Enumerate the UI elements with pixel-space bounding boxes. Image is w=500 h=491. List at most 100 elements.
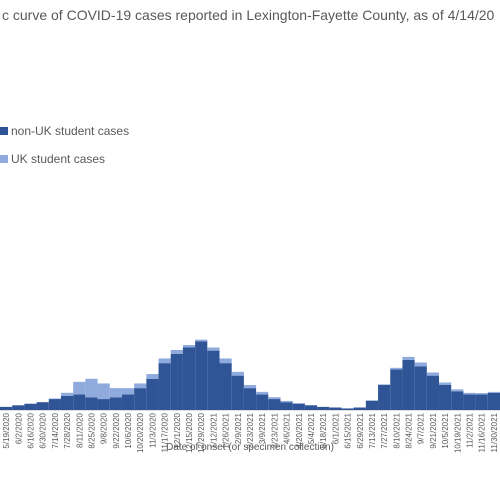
bar-segment bbox=[390, 369, 402, 410]
bar-segment bbox=[0, 407, 12, 410]
bar-segment bbox=[402, 360, 414, 410]
bar-segment bbox=[195, 341, 207, 410]
bar-segment bbox=[171, 354, 183, 410]
bar-segment bbox=[183, 345, 195, 348]
x-tick-label: 2/9/2021 bbox=[234, 412, 243, 444]
bar-segment bbox=[146, 374, 158, 379]
bar-segment bbox=[268, 397, 280, 399]
x-tick-label: 6/30/2020 bbox=[39, 412, 48, 448]
x-tick-label: 11/16/2021 bbox=[478, 412, 487, 452]
x-tick-label: 11/3/2020 bbox=[148, 412, 157, 448]
bar-segment bbox=[12, 405, 24, 410]
bar-segment bbox=[134, 383, 146, 388]
bar-segment bbox=[427, 373, 439, 376]
chart-title: c curve of COVID-19 cases reported in Le… bbox=[2, 7, 495, 23]
bar-segment bbox=[366, 401, 378, 410]
x-tick-label: 7/28/2020 bbox=[63, 412, 72, 448]
x-tick-label: 5/18/2021 bbox=[319, 412, 328, 448]
bar-segment bbox=[85, 379, 97, 398]
x-tick-label: 10/5/2021 bbox=[441, 412, 450, 448]
bar-segment bbox=[341, 408, 353, 410]
x-tick-label: 7/27/2021 bbox=[380, 412, 389, 448]
x-tick-label: 11/2/2021 bbox=[466, 412, 475, 448]
legend-label: non-UK student cases bbox=[11, 124, 129, 138]
bar-segment bbox=[427, 376, 439, 410]
bar-segment bbox=[73, 394, 85, 410]
x-tick-label: 8/25/2020 bbox=[87, 412, 96, 448]
x-tick-label: 6/29/2021 bbox=[356, 412, 365, 448]
bar-segment bbox=[73, 382, 85, 395]
bar-segment bbox=[98, 399, 110, 410]
bar-segment bbox=[280, 401, 292, 402]
legend-swatch bbox=[0, 155, 8, 163]
x-tick-label: 1/26/2021 bbox=[222, 412, 231, 448]
bar-segment bbox=[476, 394, 488, 410]
bar-segment bbox=[476, 393, 488, 394]
bar-segment bbox=[329, 408, 341, 411]
x-tick-label: 1/12/2021 bbox=[209, 412, 218, 448]
bar-segment bbox=[293, 403, 305, 404]
bar-segment bbox=[49, 399, 61, 410]
x-tick-label: 2/23/2021 bbox=[246, 412, 255, 448]
legend-swatch bbox=[0, 127, 8, 135]
x-tick-label: 8/24/2021 bbox=[405, 412, 414, 448]
bar-segment bbox=[439, 385, 451, 410]
bar-segment bbox=[159, 363, 171, 410]
x-tick-label: 3/9/2021 bbox=[258, 412, 267, 444]
bar-segment bbox=[122, 388, 134, 394]
bar-segment bbox=[232, 376, 244, 410]
x-tick-label: 5/19/2020 bbox=[2, 412, 11, 448]
x-tick-label: 9/7/2021 bbox=[417, 412, 426, 444]
bar-segment bbox=[85, 398, 97, 411]
x-tick-label: 6/1/2021 bbox=[331, 412, 340, 444]
bar-segment bbox=[159, 358, 171, 363]
bar-segment bbox=[415, 363, 427, 367]
x-tick-label: 5/4/2021 bbox=[307, 412, 316, 444]
x-tick-label: 4/20/2021 bbox=[295, 412, 304, 448]
bar-segment bbox=[488, 393, 500, 410]
x-tick-label: 6/16/2020 bbox=[26, 412, 35, 448]
bar-segment bbox=[390, 368, 402, 370]
bar-segment bbox=[268, 399, 280, 410]
bar-segment bbox=[49, 398, 61, 399]
bar-segment bbox=[207, 351, 219, 410]
bar-segment bbox=[146, 379, 158, 410]
bar-segment bbox=[378, 385, 390, 410]
bar-segment bbox=[463, 394, 475, 410]
bar-segment bbox=[280, 402, 292, 410]
x-tick-label: 10/6/2020 bbox=[124, 412, 133, 448]
bar-segment bbox=[110, 388, 122, 397]
bar-segment bbox=[134, 388, 146, 410]
bar-segment bbox=[256, 394, 268, 410]
bar-segment bbox=[463, 393, 475, 395]
x-tick-label: 12/15/2020 bbox=[185, 412, 194, 453]
x-tick-label: 11/17/2020 bbox=[161, 412, 170, 452]
bar-segment bbox=[183, 348, 195, 411]
bar-segment bbox=[61, 393, 73, 396]
bar-segment bbox=[451, 389, 463, 391]
bar-segment bbox=[415, 366, 427, 410]
bar-segment bbox=[110, 398, 122, 411]
bar-segment bbox=[61, 396, 73, 410]
x-tick-label: 4/6/2021 bbox=[283, 412, 292, 444]
bar-segment bbox=[244, 388, 256, 410]
x-tick-label: 9/22/2020 bbox=[112, 412, 121, 448]
bar-segment bbox=[305, 405, 317, 410]
x-tick-label: 8/10/2021 bbox=[392, 412, 401, 448]
bar-segment bbox=[293, 404, 305, 410]
bar-segment bbox=[317, 407, 329, 410]
bar-segment bbox=[207, 348, 219, 351]
bar-segment bbox=[378, 384, 390, 385]
bar-segment bbox=[402, 357, 414, 360]
bar-segment bbox=[122, 394, 134, 410]
bar-segment bbox=[220, 358, 232, 363]
bar-segment bbox=[439, 383, 451, 386]
x-tick-label: 12/29/2020 bbox=[197, 412, 206, 453]
bar-segment bbox=[244, 385, 256, 388]
x-tick-label: 7/13/2021 bbox=[368, 412, 377, 448]
x-tick-label: 8/11/2020 bbox=[75, 412, 84, 448]
x-tick-label: 11/30/2021 bbox=[490, 412, 499, 452]
legend-label: UK student cases bbox=[11, 152, 105, 166]
bar-segment bbox=[220, 363, 232, 410]
